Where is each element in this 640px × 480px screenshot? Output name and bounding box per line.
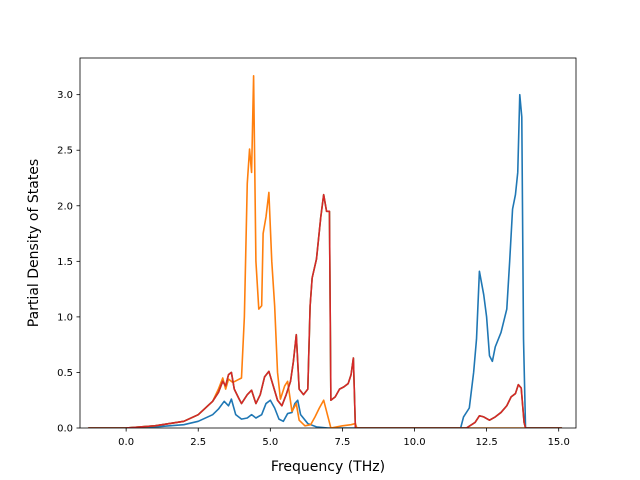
plot-frame bbox=[79, 57, 577, 429]
series-line-3 bbox=[87, 193, 563, 428]
y-tick-label: 0.5 bbox=[57, 368, 73, 379]
y-tick-label: 3.0 bbox=[57, 90, 73, 101]
series-line-4 bbox=[87, 193, 563, 428]
series-line-1 bbox=[87, 93, 563, 428]
x-tick-label: 5.0 bbox=[262, 437, 278, 448]
y-tick-label: 2.0 bbox=[57, 201, 73, 212]
x-tick-label: 0.0 bbox=[118, 437, 134, 448]
x-tick-label: 7.5 bbox=[334, 437, 350, 448]
x-tick-label: 15.0 bbox=[548, 437, 570, 448]
x-tick-label: 12.5 bbox=[475, 437, 497, 448]
series-line-2 bbox=[87, 74, 563, 428]
y-axis-label: Partial Density of States bbox=[26, 159, 42, 327]
y-tick-label: 2.5 bbox=[57, 146, 73, 157]
y-tick-label: 1.5 bbox=[57, 257, 73, 268]
series-layer bbox=[87, 74, 563, 428]
x-axis-ticks: 0.0 2.5 5.0 7.5 10.0 12.5 15.0 bbox=[118, 428, 570, 448]
x-tick-label: 2.5 bbox=[190, 437, 206, 448]
x-axis-label: Frequency (THz) bbox=[271, 459, 385, 475]
y-tick-label: 0.0 bbox=[57, 424, 73, 435]
y-tick-label: 1.0 bbox=[57, 312, 73, 323]
y-axis-ticks: 0.0 0.5 1.0 1.5 2.0 2.5 3.0 bbox=[57, 90, 80, 435]
x-tick-label: 10.0 bbox=[403, 437, 425, 448]
